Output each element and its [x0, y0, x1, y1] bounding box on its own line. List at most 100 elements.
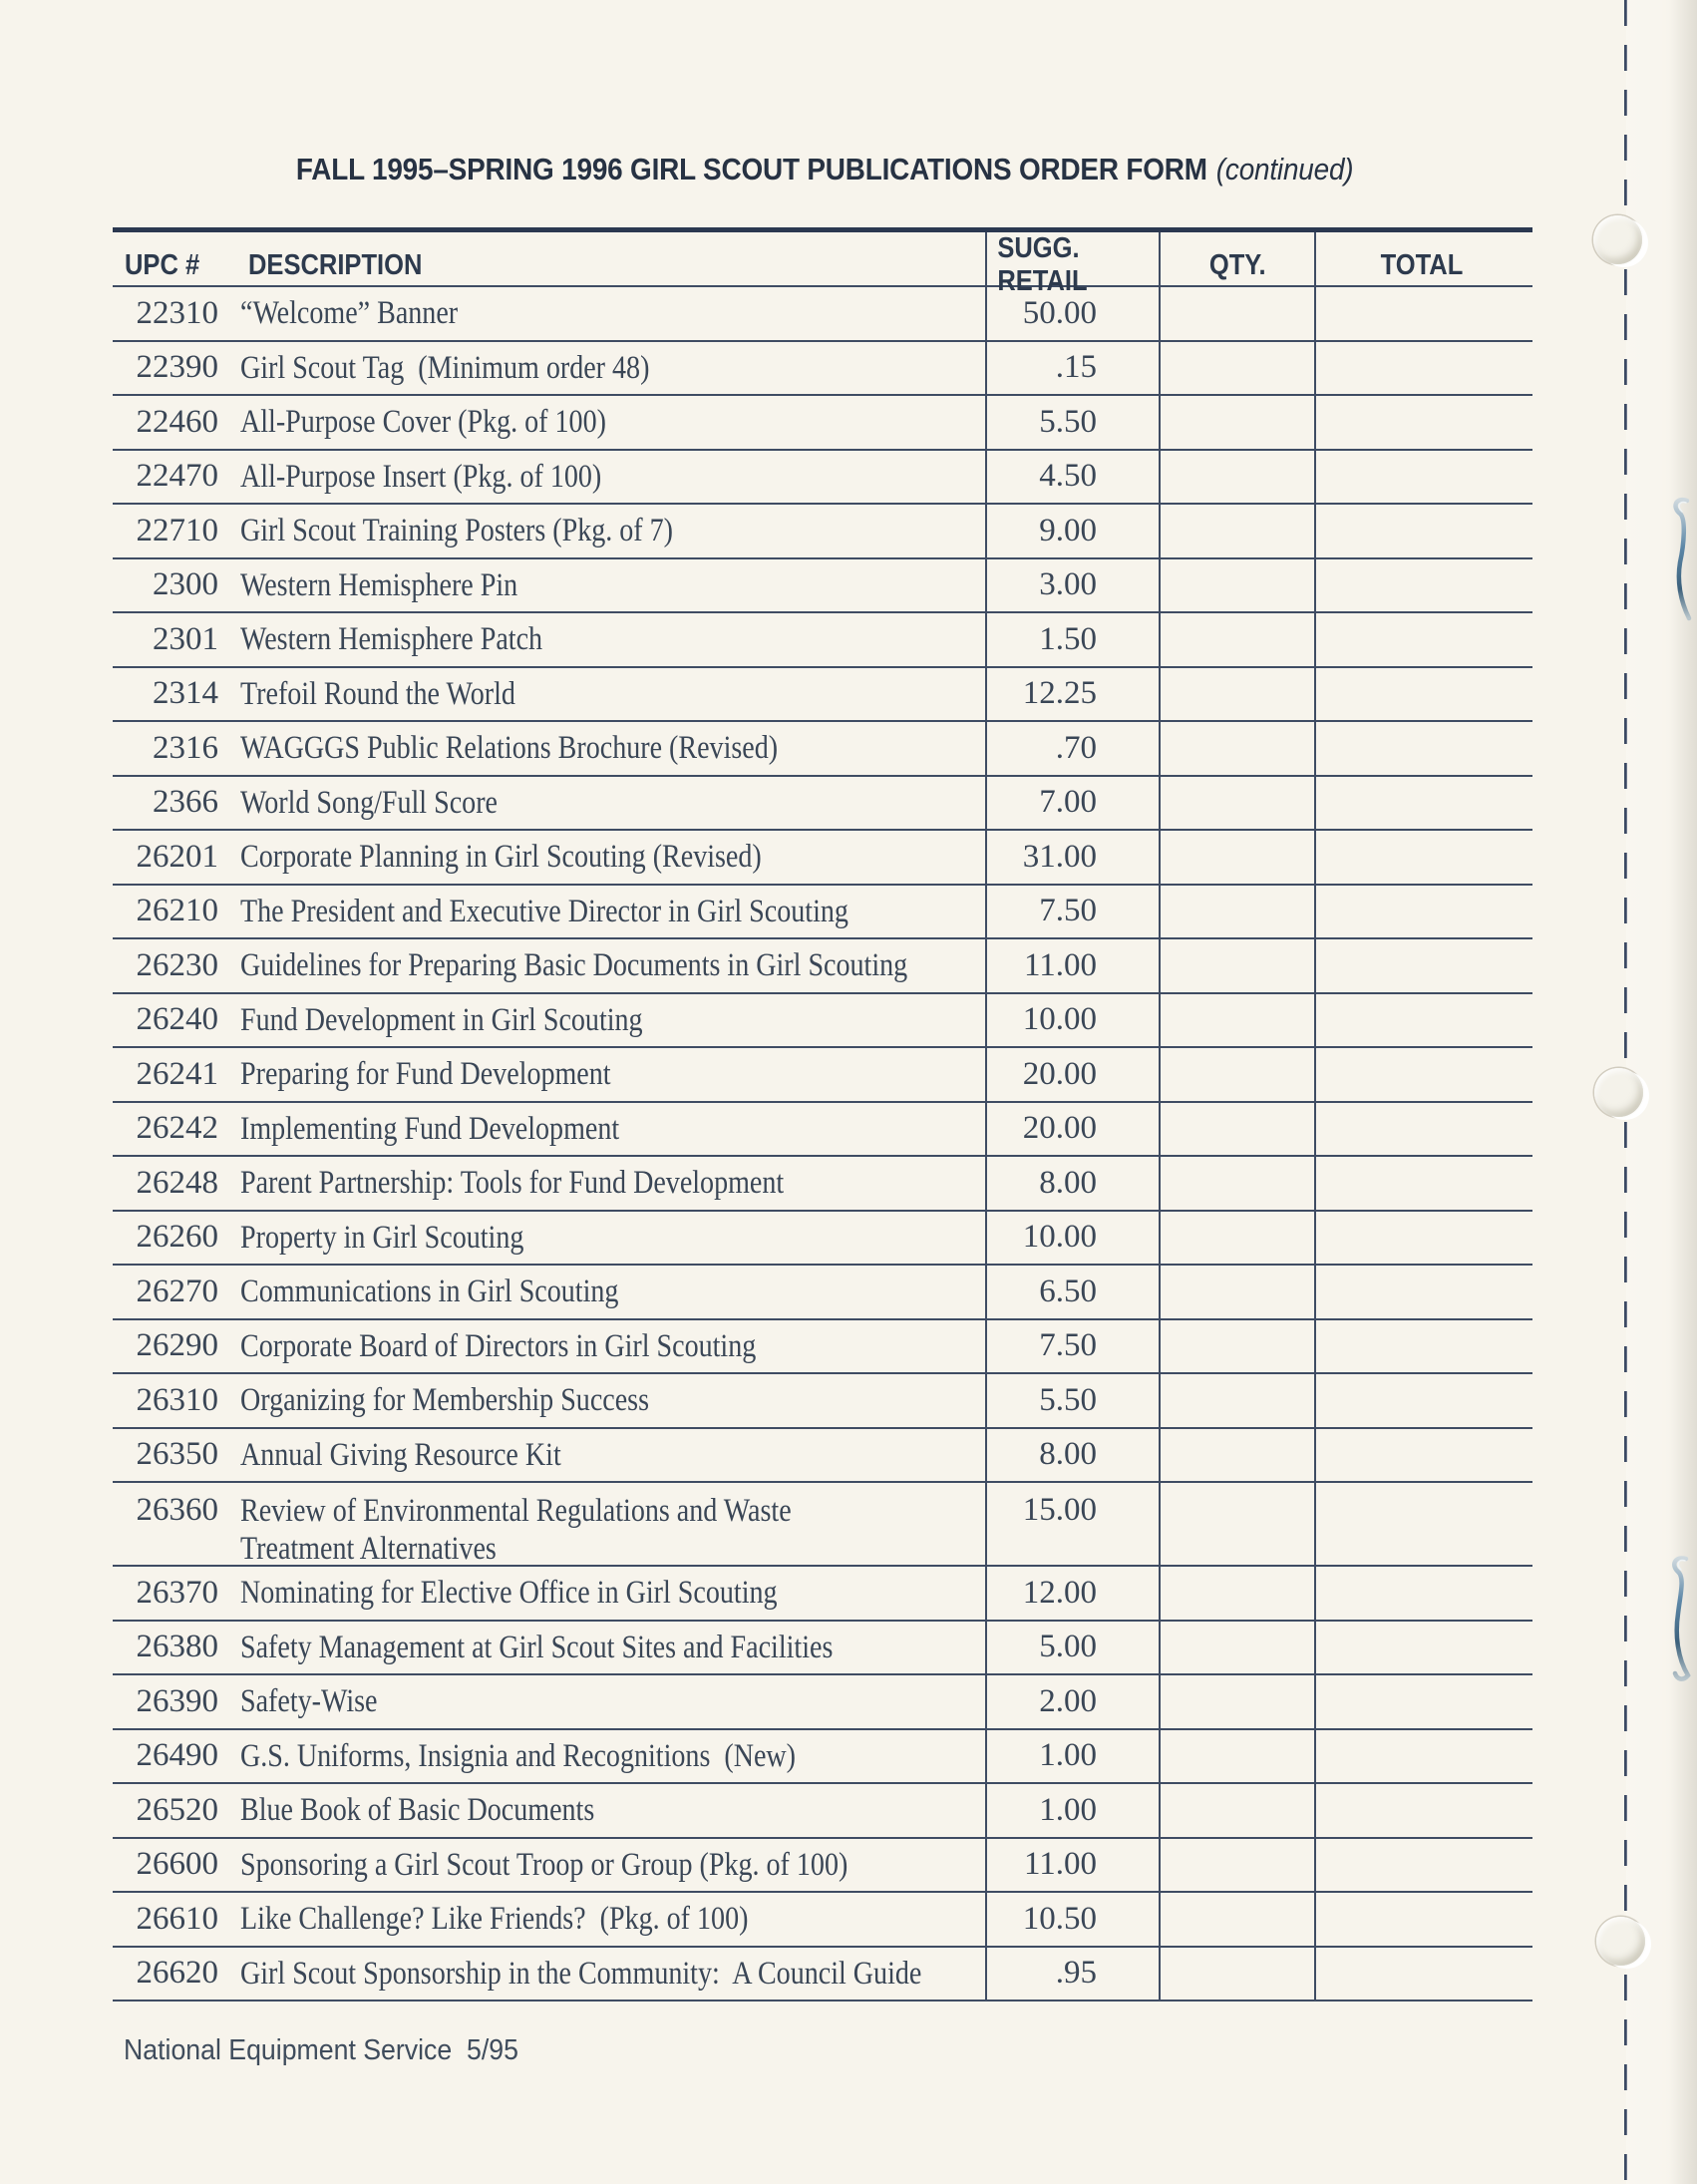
description-cell: WAGGGS Public Relations Brochure (Revise… [224, 722, 987, 775]
description-cell: All-Purpose Cover (Pkg. of 100) [224, 396, 987, 449]
upc-cell: 26610 [136, 1900, 219, 1937]
qty-cell [1161, 1675, 1316, 1728]
table-row: 26260 Property in Girl Scouting 10.00 [113, 1211, 1532, 1266]
upc-cell: 26520 [136, 1791, 219, 1828]
table-header-row: UPC # DESCRIPTION SUGG. RETAIL QTY. TOTA… [113, 232, 1532, 298]
retail-cell: 8.00 [987, 1157, 1161, 1210]
upc-cell: 26350 [136, 1436, 219, 1473]
page-title-main: FALL 1995–SPRING 1996 GIRL SCOUT PUBLICA… [296, 152, 1208, 186]
description-cell: Guidelines for Preparing Basic Documents… [224, 939, 987, 992]
retail-cell: 2.00 [987, 1675, 1161, 1728]
total-cell [1316, 287, 1527, 340]
table-row: 26241 Preparing for Fund Development 20.… [113, 1048, 1532, 1103]
total-cell [1316, 1675, 1527, 1728]
table-row: 26270 Communications in Girl Scouting 6.… [113, 1266, 1532, 1320]
table-row: 26230 Guidelines for Preparing Basic Doc… [113, 939, 1532, 994]
qty-cell [1161, 396, 1316, 449]
col-header-total: TOTAL [1380, 248, 1464, 281]
table-row: 22460 All-Purpose Cover (Pkg. of 100) 5.… [113, 396, 1532, 451]
qty-cell [1161, 1374, 1316, 1427]
description-cell: Preparing for Fund Development [224, 1048, 987, 1101]
retail-cell: 20.00 [987, 1048, 1161, 1101]
retail-cell: 1.50 [987, 613, 1161, 666]
punch-hole-icon [1593, 215, 1642, 264]
total-cell [1316, 994, 1527, 1047]
table-row: 26620 Girl Scout Sponsorship in the Comm… [113, 1947, 1532, 2002]
punch-hole-icon [1596, 1917, 1645, 1966]
order-table: UPC # DESCRIPTION SUGG. RETAIL QTY. TOTA… [113, 227, 1532, 2002]
upc-cell: 26600 [136, 1846, 219, 1883]
retail-cell: 1.00 [987, 1729, 1161, 1782]
upc-cell: 26248 [136, 1164, 219, 1201]
description-cell: Girl Scout Training Posters (Pkg. of 7) [224, 505, 987, 557]
total-cell [1316, 613, 1527, 666]
total-cell [1316, 1266, 1527, 1318]
upc-cell: 26490 [136, 1737, 219, 1774]
total-cell [1316, 1320, 1527, 1373]
table-row: 26210 The President and Executive Direct… [113, 885, 1532, 939]
qty-cell [1161, 885, 1316, 937]
col-header-sugg-retail: SUGG. RETAIL [987, 232, 1161, 298]
total-cell [1316, 1730, 1527, 1783]
upc-cell: 2301 [153, 620, 218, 657]
retail-cell: .15 [987, 341, 1161, 394]
table-row: 26240 Fund Development in Girl Scouting … [113, 993, 1532, 1048]
table-body: 22310 “Welcome” Banner 50.00 22390 Girl … [113, 287, 1532, 2002]
qty-cell [1161, 1947, 1316, 2000]
description-cell: G.S. Uniforms, Insignia and Recognitions… [224, 1729, 987, 1782]
punch-hole-icon [1594, 1068, 1643, 1117]
col-header-upc: UPC # [125, 248, 200, 281]
retail-cell: 9.00 [987, 505, 1161, 557]
description-cell: World Song/Full Score [224, 776, 987, 829]
retail-cell: 8.00 [987, 1428, 1161, 1481]
description-cell: Girl Scout Tag (Minimum order 48) [224, 341, 987, 394]
total-cell [1316, 1948, 1527, 2001]
qty-cell [1161, 1266, 1316, 1318]
table-row: 22390 Girl Scout Tag (Minimum order 48) … [113, 341, 1532, 396]
total-cell [1316, 886, 1527, 938]
retail-cell: 10.00 [987, 1211, 1161, 1264]
retail-cell: 31.00 [987, 831, 1161, 884]
qty-cell [1161, 1838, 1316, 1891]
description-cell: Blue Book of Basic Documents [224, 1784, 987, 1837]
description-cell: Western Hemisphere Patch [224, 613, 987, 666]
retail-cell: 5.00 [987, 1621, 1161, 1673]
total-cell [1316, 1157, 1527, 1210]
total-cell [1316, 1103, 1527, 1156]
qty-cell [1161, 667, 1316, 720]
table-row: 2366 World Song/Full Score 7.00 [113, 776, 1532, 831]
qty-cell [1161, 505, 1316, 557]
total-cell [1316, 1048, 1527, 1101]
upc-cell: 26390 [136, 1682, 219, 1719]
upc-cell: 26230 [136, 946, 219, 983]
upc-cell: 26270 [136, 1273, 219, 1309]
upc-cell: 26620 [136, 1955, 219, 1992]
table-row: 2316 WAGGGS Public Relations Brochure (R… [113, 722, 1532, 777]
qty-cell [1161, 1567, 1316, 1620]
qty-cell [1161, 939, 1316, 992]
qty-cell [1161, 1319, 1316, 1372]
total-cell [1316, 1567, 1527, 1620]
upc-cell: 22470 [136, 458, 219, 495]
retail-cell: 12.25 [987, 667, 1161, 720]
qty-cell [1161, 722, 1316, 775]
table-row: 26360 Review of Environmental Regulation… [113, 1483, 1532, 1568]
table-row: 22710 Girl Scout Training Posters (Pkg. … [113, 505, 1532, 559]
total-cell [1316, 1784, 1527, 1837]
qty-cell [1161, 831, 1316, 884]
upc-cell: 2314 [153, 675, 218, 712]
retail-cell: 11.00 [987, 1838, 1161, 1891]
col-header-description: DESCRIPTION [224, 232, 987, 298]
binder-ring-icon [1672, 1556, 1691, 1681]
retail-cell: 10.00 [987, 993, 1161, 1046]
description-cell: Review of Environmental Regulations and … [224, 1483, 987, 1568]
upc-cell: 26290 [136, 1327, 219, 1364]
description-cell: Girl Scout Sponsorship in the Community:… [224, 1947, 987, 2000]
binder-ring-icon [1673, 497, 1692, 621]
retail-cell: 20.00 [987, 1102, 1161, 1155]
qty-cell [1161, 341, 1316, 394]
retail-cell: 4.50 [987, 450, 1161, 503]
total-cell [1316, 668, 1527, 721]
retail-cell: 6.50 [987, 1266, 1161, 1318]
total-cell [1316, 1212, 1527, 1265]
